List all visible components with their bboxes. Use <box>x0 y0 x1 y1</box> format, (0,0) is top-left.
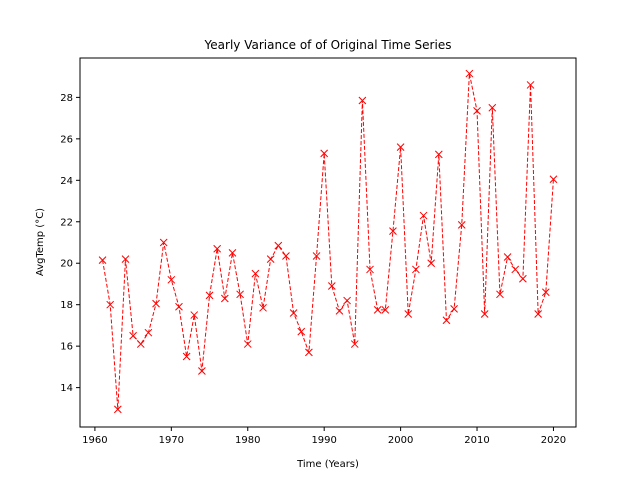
data-point-marker <box>305 348 313 357</box>
data-point-marker <box>465 69 474 78</box>
data-point-marker <box>251 269 260 278</box>
data-point-marker <box>396 143 405 151</box>
data-point-marker <box>373 306 382 314</box>
y-tick-label: 20 <box>60 259 73 270</box>
data-point-marker <box>205 291 214 300</box>
data-point-marker <box>243 340 252 348</box>
data-point-marker <box>136 340 145 348</box>
data-point-marker <box>358 96 367 105</box>
y-tick-label: 26 <box>60 134 73 145</box>
data-point-marker <box>519 274 527 283</box>
data-point-marker <box>404 310 413 318</box>
y-tick-label: 28 <box>60 93 73 104</box>
x-axis-label: Time (Years) <box>296 459 359 470</box>
data-point-marker <box>236 290 244 299</box>
data-point-marker <box>496 290 504 299</box>
data-point-marker <box>266 255 275 263</box>
x-tick-label: 1990 <box>311 435 336 446</box>
data-point-marker <box>228 249 237 257</box>
y-axis-label: AvgTemp (°C) <box>35 208 46 276</box>
data-point-marker <box>282 252 290 260</box>
data-point-marker <box>106 300 115 309</box>
data-point-marker <box>327 282 336 290</box>
data-point-marker <box>274 241 283 250</box>
data-point-marker <box>389 227 397 235</box>
data-point-marker <box>190 311 199 319</box>
data-point-marker <box>503 253 512 261</box>
data-point-marker <box>320 149 329 158</box>
data-point-marker <box>113 405 122 414</box>
data-point-marker <box>381 306 390 314</box>
x-tick-label: 1970 <box>159 435 184 446</box>
data-point-marker <box>259 303 267 312</box>
data-point-marker <box>457 221 466 229</box>
data-point-marker <box>312 252 321 260</box>
data-point-marker <box>526 81 535 89</box>
y-tick-label: 24 <box>60 176 73 187</box>
data-point-marker <box>350 340 359 348</box>
data-point-marker <box>366 265 374 274</box>
data-point-marker <box>144 328 153 337</box>
data-point-marker <box>182 352 191 361</box>
chart-title: Yearly Variance of of Original Time Seri… <box>204 38 452 52</box>
data-point-marker <box>412 265 420 274</box>
data-point-marker <box>167 275 176 284</box>
x-tick-label: 1980 <box>235 435 260 446</box>
data-point-marker <box>220 294 229 303</box>
data-point-marker <box>343 296 351 305</box>
y-tick-label: 18 <box>60 300 73 311</box>
x-tick-label: 2010 <box>464 435 489 446</box>
data-point-marker <box>159 238 168 247</box>
data-point-marker <box>442 316 451 325</box>
x-tick-label: 2020 <box>541 435 566 446</box>
data-point-marker <box>213 244 222 253</box>
data-point-marker <box>473 107 481 115</box>
data-point-marker <box>98 256 107 264</box>
data-point-marker <box>488 103 497 112</box>
series-line <box>102 73 554 410</box>
data-point-marker <box>335 307 344 315</box>
y-tick-label: 14 <box>60 383 73 394</box>
data-point-marker <box>427 259 436 268</box>
data-point-marker <box>549 175 558 184</box>
data-point-marker <box>511 265 520 274</box>
x-axis: 1960 1970 1980 1990 2000 2010 2020 <box>82 427 566 446</box>
plot-area <box>98 69 558 414</box>
data-point-marker <box>480 310 489 318</box>
data-point-marker <box>289 309 298 317</box>
data-point-marker <box>419 211 428 220</box>
axes-frame <box>79 57 577 428</box>
data-point-marker <box>450 304 458 313</box>
x-tick-label: 1960 <box>82 435 107 446</box>
data-point-marker <box>121 255 130 263</box>
data-point-marker <box>541 288 550 297</box>
y-axis: 14 16 18 20 22 24 26 28 <box>60 93 80 394</box>
data-point-marker <box>297 327 306 336</box>
x-tick-label: 2000 <box>388 435 413 446</box>
data-point-marker <box>534 310 543 318</box>
data-point-marker <box>198 367 206 375</box>
data-point-marker <box>175 302 183 311</box>
data-point-marker <box>434 150 443 159</box>
y-tick-label: 22 <box>60 217 73 228</box>
data-point-marker <box>129 331 137 340</box>
data-point-marker <box>152 299 160 308</box>
y-tick-label: 16 <box>60 342 73 353</box>
